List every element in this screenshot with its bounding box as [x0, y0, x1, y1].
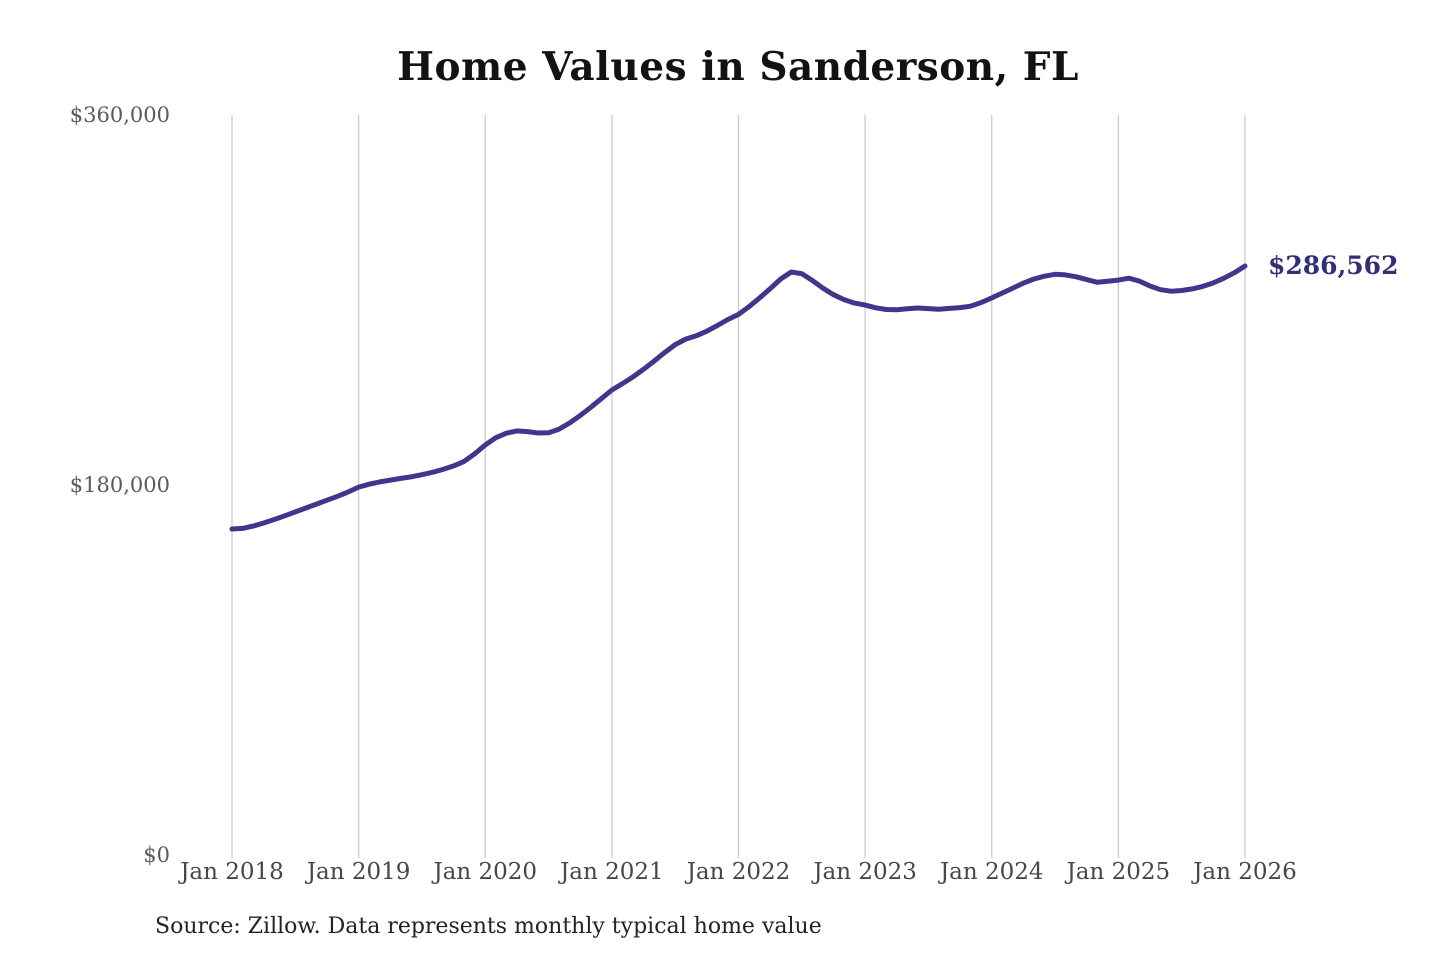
x-axis-label: Jan 2024	[939, 859, 1044, 885]
latest-value-label: $286,562	[1268, 250, 1399, 280]
x-axis-label: Jan 2018	[180, 859, 284, 885]
y-axis-tick-360000: $360,000	[69, 103, 170, 127]
x-axis-label: Jan 2025	[1066, 859, 1171, 885]
x-axis-label: Jan 2023	[813, 859, 917, 885]
chart-title: Home Values in Sanderson, FL	[397, 44, 1079, 90]
y-axis-tick-180000: $180,000	[69, 473, 170, 497]
x-axis-label: Jan 2021	[560, 859, 664, 885]
x-axis-label: Jan 2026	[1193, 859, 1297, 885]
x-axis-label: Jan 2019	[306, 859, 411, 885]
vertical-gridlines	[231, 115, 1246, 858]
source-note: Source: Zillow. Data represents monthly …	[155, 914, 822, 939]
x-axis-label: Jan 2020	[433, 859, 538, 885]
home-value-line	[229, 263, 1248, 532]
x-axis-label: Jan 2022	[686, 859, 791, 885]
y-axis-tick-0: $0	[143, 843, 170, 867]
